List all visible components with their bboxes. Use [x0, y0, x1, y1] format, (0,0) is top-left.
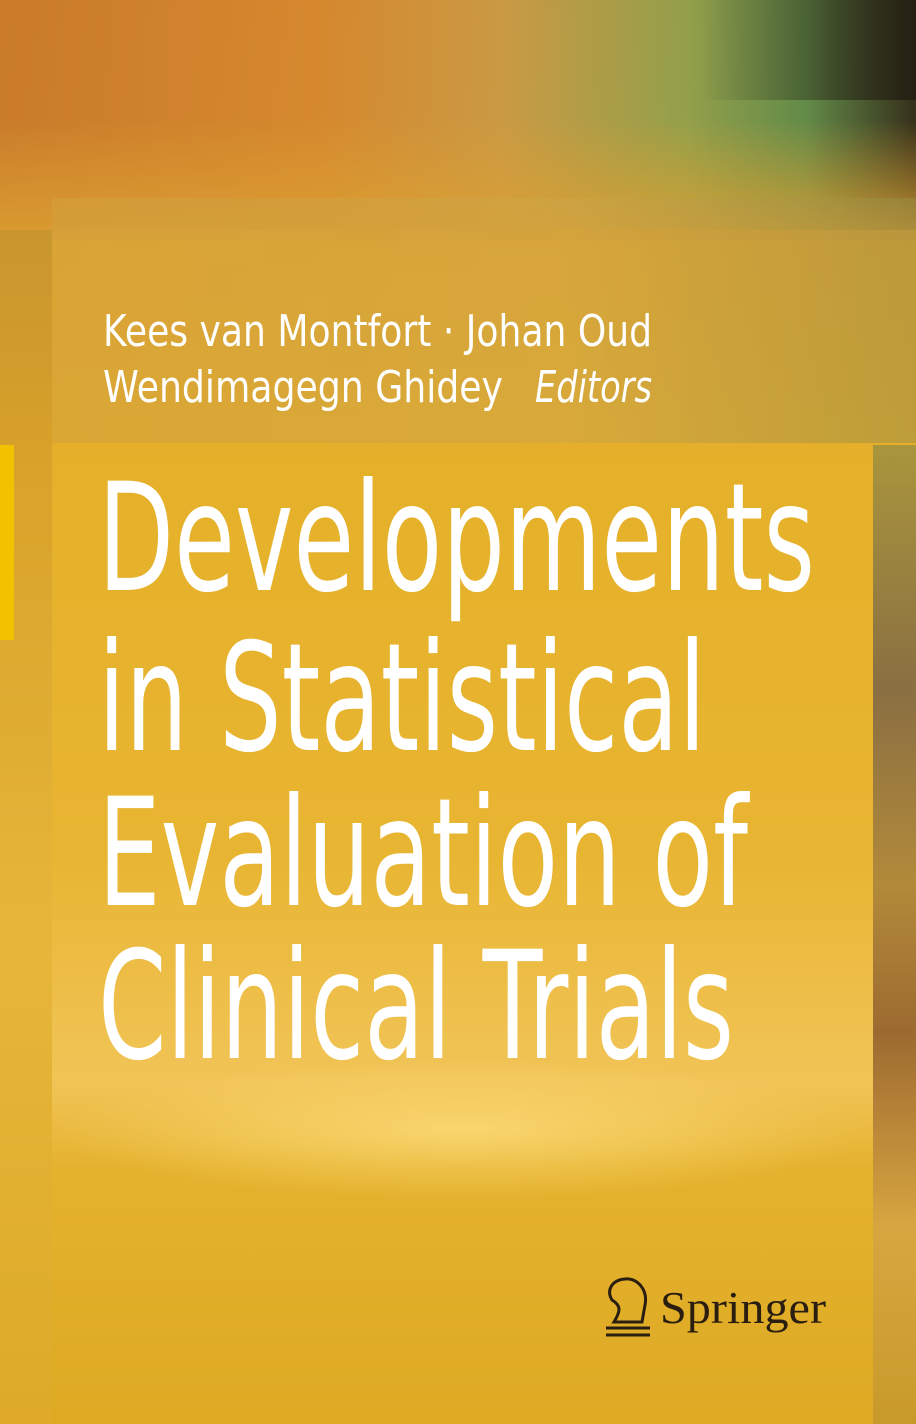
editor-names: Wendimagegn Ghidey	[103, 362, 503, 413]
left-accent	[0, 445, 14, 640]
title-line: in Statistical	[98, 612, 706, 786]
background-shade	[700, 0, 916, 100]
editor-role: Editors	[535, 362, 652, 413]
title-line: Developments	[98, 452, 815, 626]
left-strip	[0, 230, 52, 1424]
editor-names: Kees van Montfort · Johan Oud	[103, 306, 652, 357]
right-strip	[873, 445, 916, 1424]
publisher-logo	[606, 1277, 650, 1337]
logo-horse	[608, 1277, 648, 1324]
background-glow	[52, 1060, 873, 1200]
publisher-name: Springer	[660, 1282, 826, 1333]
title-line: Clinical Trials	[98, 920, 734, 1094]
title-line: Evaluation of	[98, 767, 750, 941]
editor-panel	[52, 198, 916, 443]
